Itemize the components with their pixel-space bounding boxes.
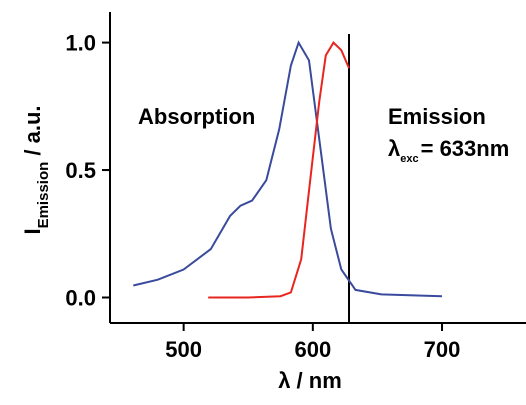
y-tick-label: 0.5 — [65, 158, 96, 183]
annotation: Absorption — [138, 104, 255, 129]
y-tick-label: 1.0 — [65, 31, 96, 56]
y-label-rest: / a.u. — [20, 105, 45, 161]
y-axis-label: IEmission / a.u. — [20, 105, 52, 234]
annotation-sub: exc — [400, 153, 418, 165]
y-tick-label: 0.0 — [65, 286, 96, 311]
annotation-value: = 633nm — [421, 136, 510, 161]
x-tick-label: 600 — [294, 337, 331, 362]
series-line — [133, 40, 443, 298]
annotation: λexc= 633nm — [388, 136, 509, 165]
annotation-lambda: λ — [388, 136, 400, 161]
x-tick-label: 700 — [424, 337, 461, 362]
y-label-sub: Emission — [35, 162, 52, 229]
annotation: Emission — [388, 104, 486, 129]
x-axis-label: λ / nm — [278, 368, 342, 393]
series-line — [208, 41, 350, 299]
x-tick-label: 500 — [165, 337, 202, 362]
y-label-main: I — [20, 228, 45, 234]
